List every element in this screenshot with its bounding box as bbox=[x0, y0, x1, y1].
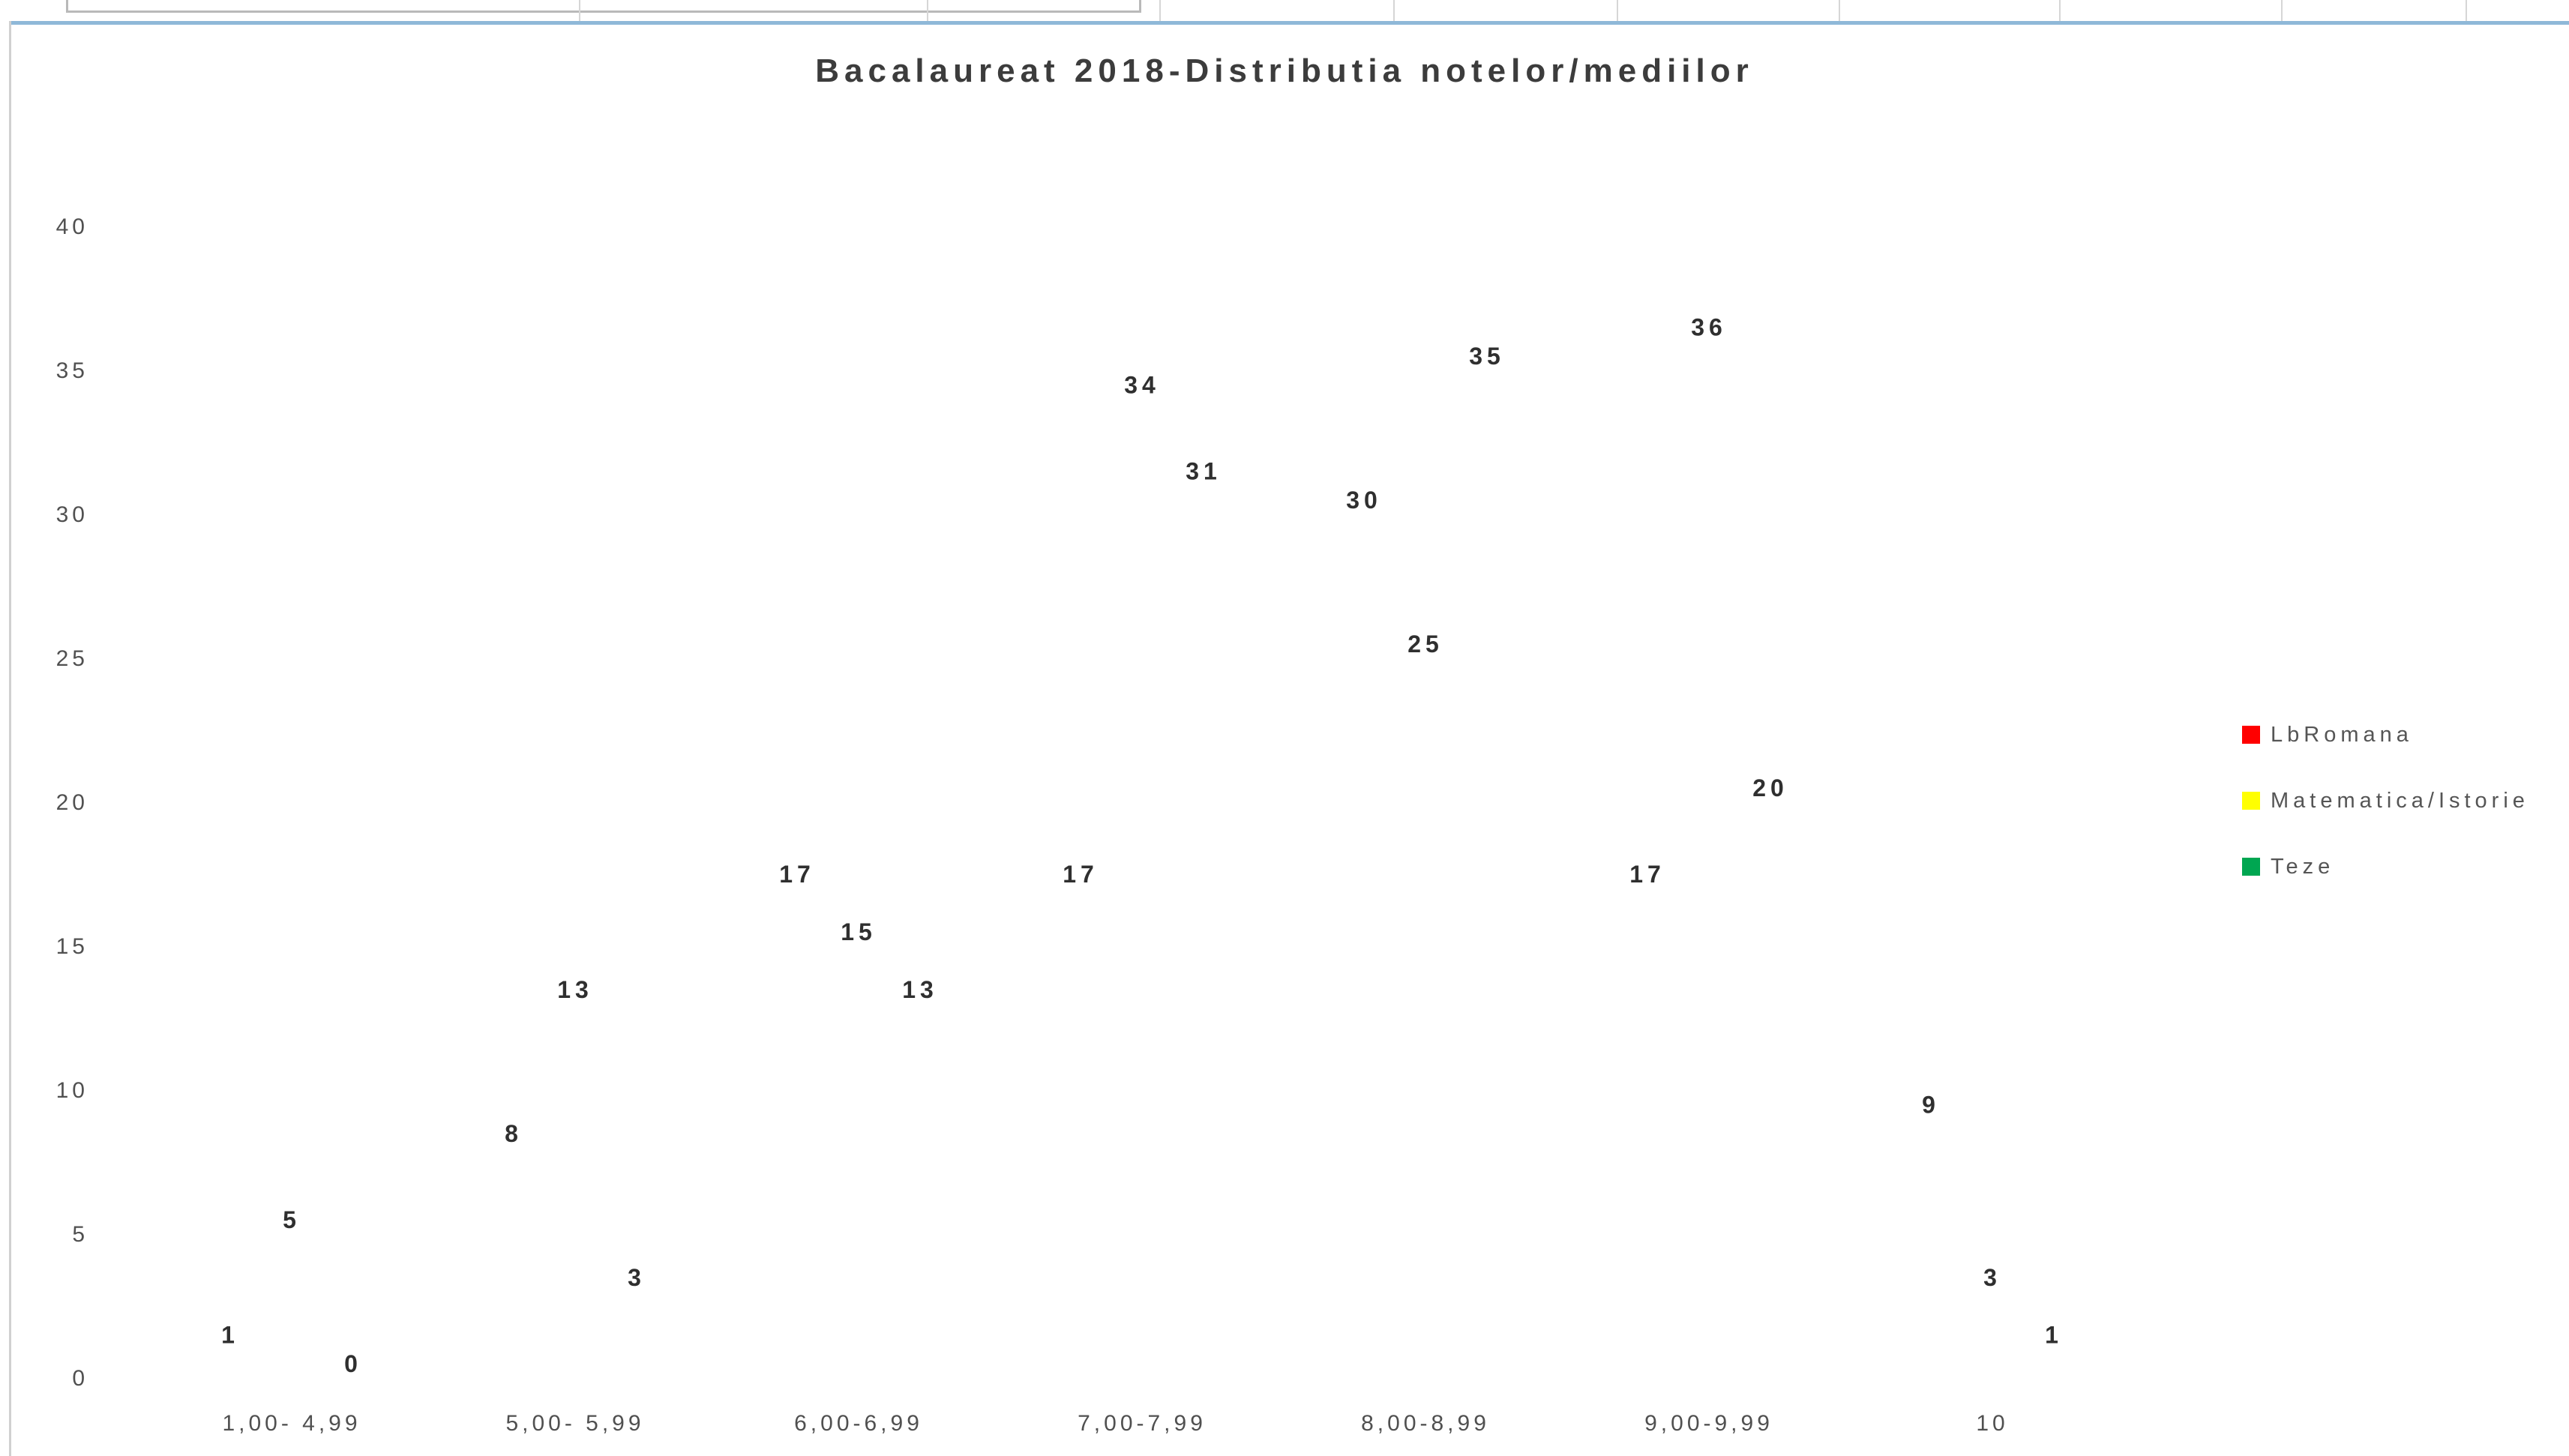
grid-divider bbox=[1159, 0, 1161, 21]
spreadsheet-row-strip bbox=[0, 0, 2569, 22]
x-tick-label: 1,00- 4,99 bbox=[222, 1411, 361, 1436]
data-label: 35 bbox=[1469, 343, 1505, 370]
chart-title: Bacalaureat 2018-Distributia notelor/med… bbox=[815, 52, 1754, 89]
grid-divider bbox=[2466, 0, 2467, 21]
y-tick-label: 30 bbox=[56, 502, 88, 527]
data-label: 30 bbox=[1346, 487, 1382, 514]
grid-divider bbox=[927, 0, 928, 21]
grid-divider bbox=[1839, 0, 1840, 21]
chart-frame-top-border bbox=[9, 21, 2569, 25]
data-label: 5 bbox=[283, 1206, 301, 1233]
y-tick-label: 15 bbox=[56, 934, 88, 959]
legend-label: Matematica/Istorie bbox=[2271, 789, 2529, 813]
y-tick-label: 10 bbox=[56, 1078, 88, 1103]
x-tick-label: 9,00-9,99 bbox=[1644, 1411, 1773, 1436]
legend-label: LbRomana bbox=[2271, 723, 2413, 747]
legend-swatch bbox=[2242, 726, 2260, 744]
data-label: 25 bbox=[1407, 631, 1443, 658]
y-tick-label: 0 bbox=[72, 1366, 88, 1391]
x-tick-label: 6,00-6,99 bbox=[794, 1411, 923, 1436]
data-label: 17 bbox=[1063, 861, 1099, 888]
data-label: 3 bbox=[1983, 1264, 2001, 1291]
grid-divider bbox=[2059, 0, 2061, 21]
y-tick-label: 40 bbox=[56, 214, 88, 239]
legend-label: Teze bbox=[2271, 855, 2335, 879]
legend-swatch bbox=[2242, 792, 2260, 810]
y-tick-label: 25 bbox=[56, 646, 88, 671]
data-label: 0 bbox=[344, 1350, 362, 1377]
data-label: 17 bbox=[779, 861, 815, 888]
data-label: 20 bbox=[1752, 774, 1788, 801]
grid-divider bbox=[2281, 0, 2283, 21]
data-label: 15 bbox=[841, 918, 877, 945]
y-tick-label: 20 bbox=[56, 790, 88, 815]
grid-divider bbox=[1393, 0, 1395, 21]
data-label: 9 bbox=[1922, 1091, 1940, 1118]
x-tick-label: 7,00-7,99 bbox=[1078, 1411, 1207, 1436]
data-label: 3 bbox=[628, 1264, 646, 1291]
data-label: 31 bbox=[1186, 458, 1222, 485]
grid-divider bbox=[1617, 0, 1618, 21]
data-label: 1 bbox=[2045, 1322, 2063, 1349]
data-label: 34 bbox=[1124, 371, 1160, 398]
y-tick-label: 5 bbox=[72, 1222, 88, 1247]
data-label: 8 bbox=[505, 1120, 523, 1147]
spreadsheet-cell[interactable] bbox=[66, 0, 1141, 13]
legend-swatch bbox=[2242, 858, 2260, 876]
y-tick-label: 35 bbox=[56, 358, 88, 383]
data-label: 1 bbox=[221, 1322, 239, 1349]
x-tick-label: 5,00- 5,99 bbox=[505, 1411, 644, 1436]
data-label: 13 bbox=[902, 976, 938, 1003]
chart-frame-left-border bbox=[9, 21, 11, 1456]
grid-divider bbox=[579, 0, 580, 21]
data-label: 17 bbox=[1629, 861, 1665, 888]
x-tick-label: 10 bbox=[1976, 1411, 2008, 1436]
data-label: 36 bbox=[1691, 314, 1727, 341]
x-tick-label: 8,00-8,99 bbox=[1361, 1411, 1490, 1436]
data-label: 13 bbox=[557, 976, 593, 1003]
